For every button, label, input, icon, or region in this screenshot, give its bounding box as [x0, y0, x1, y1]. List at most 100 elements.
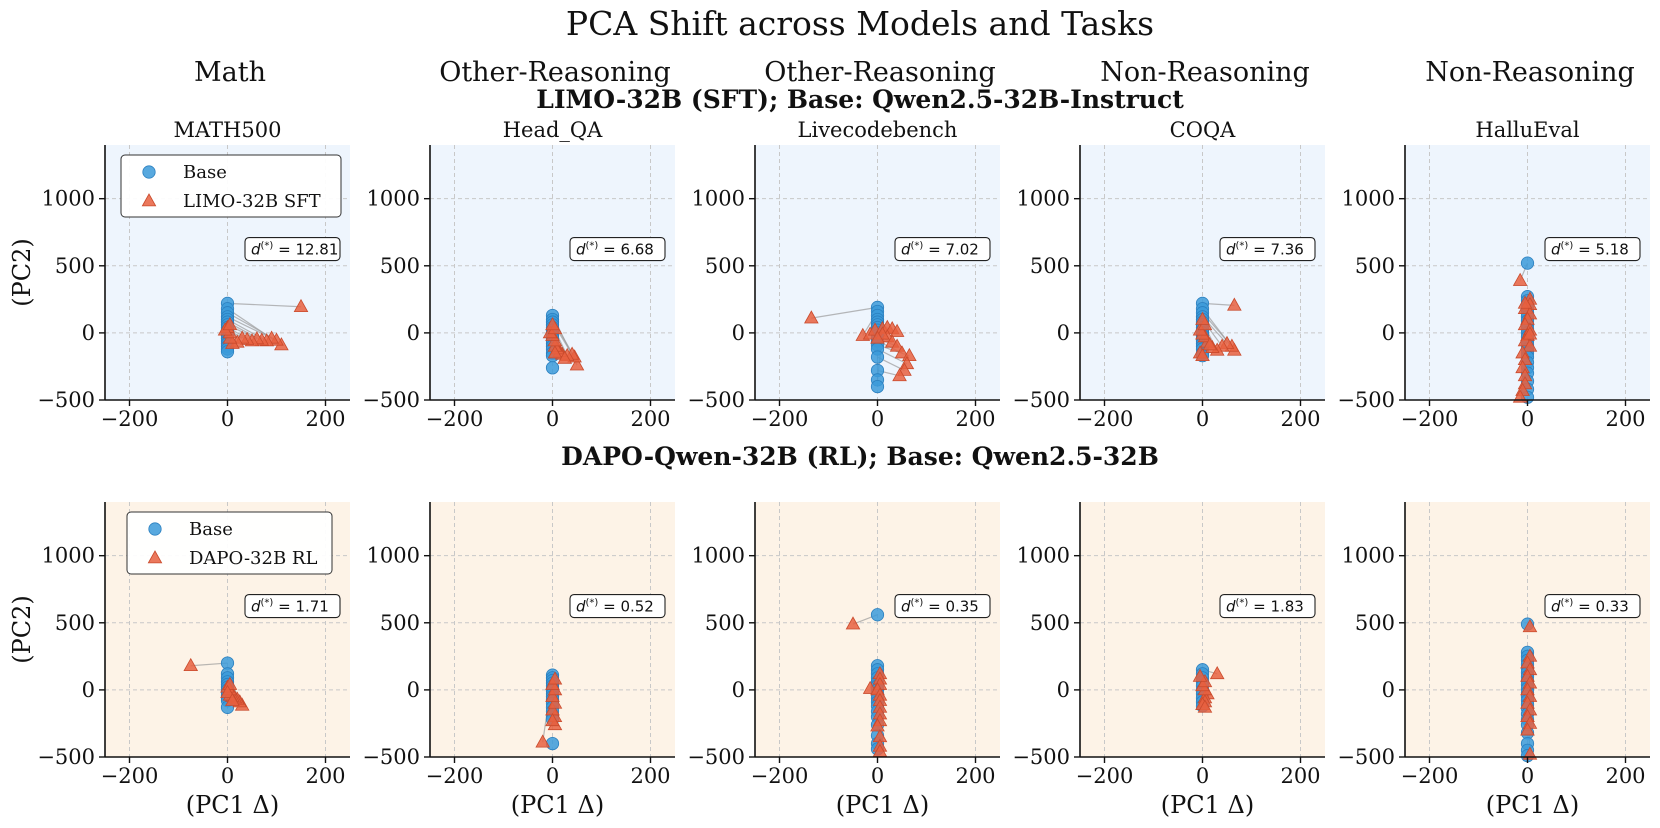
d-stat-box — [894, 236, 991, 262]
panel-title: COQA — [1170, 118, 1237, 142]
d-stat-label: d(*) = 7.36 — [1226, 241, 1304, 259]
x-tick-label: 200 — [955, 407, 995, 431]
x-tick-label: 200 — [630, 764, 670, 788]
panel-title: Livecodebench — [798, 118, 958, 142]
y-tick-label: 500 — [380, 611, 420, 635]
x-tick-label: 200 — [1280, 407, 1320, 431]
model-point — [845, 616, 861, 630]
model-point — [1522, 618, 1538, 633]
y-tick-label: 0 — [732, 321, 745, 345]
model-point — [183, 657, 199, 672]
base-point — [870, 608, 885, 622]
x-tick-label: 200 — [1605, 764, 1645, 788]
panel-title: MATH500 — [174, 118, 282, 142]
scatter-panel: −200 0 200 −500 0 500 1000 d(*) = 0.33 (PC1 Δ) — [1337, 502, 1650, 819]
legend-base-label: Base — [189, 519, 233, 540]
row-titles: LIMO-32B (SFT); Base: Qwen2.5-32B-Instru… — [536, 85, 1184, 471]
x-tick-label: 200 — [1280, 764, 1320, 788]
x-tick-label: −200 — [426, 764, 484, 788]
x-tick-label: 0 — [546, 407, 559, 431]
x-tick-label: 200 — [305, 407, 345, 431]
y-tick-label: 0 — [407, 678, 420, 702]
model-point — [1520, 722, 1535, 736]
y-tick-label: 500 — [1030, 611, 1070, 635]
x-axis-label: (PC1 Δ) — [186, 791, 279, 819]
y-tick-label: 500 — [55, 254, 95, 278]
base-point — [545, 736, 560, 751]
category-label: Math — [194, 57, 266, 88]
y-tick-label: 0 — [407, 321, 420, 345]
d-stat-label: d(*) = 0.52 — [576, 598, 654, 616]
d-stat-label: d(*) = 12.81 — [251, 241, 338, 259]
y-tick-label: 500 — [705, 611, 745, 635]
model-point — [557, 350, 573, 364]
x-tick-label: 0 — [871, 764, 884, 788]
model-point — [569, 357, 585, 371]
shift-line — [811, 306, 878, 319]
model-point — [547, 695, 563, 709]
model-point — [220, 684, 235, 698]
legend: Base DAPO-32B RL — [126, 511, 333, 575]
y-tick-label: 1000 — [1342, 187, 1395, 211]
x-tick-label: −200 — [1076, 407, 1134, 431]
x-tick-label: −200 — [1401, 764, 1459, 788]
x-axis-label: (PC1 Δ) — [511, 791, 604, 819]
legend: Base LIMO-32B SFT — [120, 154, 342, 218]
model-point — [804, 310, 819, 324]
y-tick-label: −500 — [362, 388, 420, 412]
row-title: LIMO-32B (SFT); Base: Qwen2.5-32B-Instru… — [536, 85, 1184, 114]
shift-line — [227, 302, 302, 308]
category-labels: Math Other-Reasoning Other-Reasoning Non-Re… — [194, 57, 1635, 88]
legend-model-label: LIMO-32B SFT — [183, 191, 321, 212]
d-stat-box — [1544, 593, 1641, 619]
x-tick-label: 200 — [305, 764, 345, 788]
y-tick-label: 1000 — [42, 187, 95, 211]
category-label: Non-Reasoning — [1100, 57, 1310, 88]
d-stat-label: d(*) = 5.18 — [1551, 241, 1629, 259]
x-tick-label: 0 — [1196, 764, 1209, 788]
model-point — [1522, 326, 1538, 340]
y-tick-label: 0 — [1057, 321, 1070, 345]
x-axis-label: (PC1 Δ) — [836, 791, 929, 819]
legend-base-marker — [148, 522, 162, 536]
y-tick-label: 1000 — [1342, 544, 1395, 568]
scatter-panel: −200 0 200 −500 0 500 1000 COQA d(*) = 7.36 — [1012, 118, 1325, 431]
y-tick-label: 500 — [705, 254, 745, 278]
model-point — [293, 298, 309, 313]
legend-box — [126, 511, 333, 575]
x-tick-label: −200 — [1076, 764, 1134, 788]
model-point — [222, 317, 238, 331]
y-axis-label: (PC2) — [8, 595, 36, 664]
scatter-panel: −200 0 200 −500 0 500 1000 d(*) = 1.71 Base DAPO-… — [8, 502, 350, 819]
legend-base-label: Base — [183, 162, 227, 183]
d-stat-box — [1219, 593, 1316, 619]
y-tick-label: 500 — [1030, 254, 1070, 278]
y-tick-label: 500 — [1355, 611, 1395, 635]
base-point — [870, 350, 885, 364]
model-point — [870, 330, 885, 344]
model-point — [1197, 699, 1213, 713]
x-tick-label: 0 — [221, 407, 234, 431]
d-stat-label: d(*) = 6.68 — [576, 241, 654, 259]
model-point — [894, 345, 910, 359]
scatter-panel: −200 0 200 −500 0 500 1000 MATH500 d(*) = 12.81 B… — [8, 118, 350, 431]
model-point — [545, 688, 560, 702]
d-stat-label: d(*) = 7.02 — [901, 241, 979, 259]
y-tick-label: −500 — [37, 388, 95, 412]
y-tick-label: −500 — [687, 745, 745, 769]
y-tick-label: −500 — [1337, 745, 1395, 769]
y-tick-label: 1000 — [367, 544, 420, 568]
x-tick-label: 200 — [955, 764, 995, 788]
y-tick-label: −500 — [1012, 745, 1070, 769]
x-tick-label: −200 — [101, 764, 159, 788]
panels: −200 0 200 −500 0 500 1000 MATH500 d(*) = 12.81 B… — [8, 118, 1650, 819]
y-tick-label: 1000 — [692, 187, 745, 211]
x-tick-label: 0 — [1521, 407, 1534, 431]
y-tick-label: 0 — [1382, 321, 1395, 345]
d-stat-box — [1219, 236, 1316, 262]
x-tick-label: 0 — [871, 407, 884, 431]
category-label: Other-Reasoning — [764, 57, 996, 88]
model-point — [1517, 295, 1533, 309]
y-tick-label: −500 — [1337, 388, 1395, 412]
